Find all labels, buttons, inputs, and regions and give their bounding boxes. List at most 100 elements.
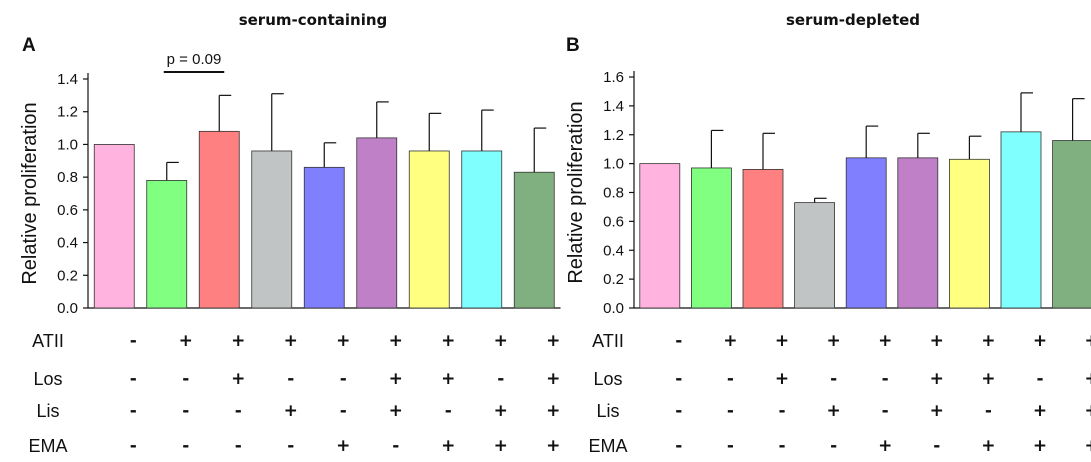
panel-a-y-tick-label: 1.4 [57,71,78,88]
panel-b-mark-atii-9: + [1084,331,1091,351]
panel-b-row-label-lis: Lis [596,401,619,421]
panel-b-mark-atii-5: + [878,331,892,351]
panel-a-mark-atii-8: + [494,331,508,351]
panel-b-mark-atii-3: + [775,331,789,351]
panel-b-mark-los-4: - [830,369,837,389]
panel-a-mark-lis-3: - [235,401,242,421]
panel-b-mark-ema-2: - [727,436,734,456]
panel-a-mark-lis-7: - [445,401,452,421]
panel-a-mark-ema-5: + [336,436,350,456]
panel-a-label: A [22,35,36,56]
panel-b-mark-atii-7: + [981,331,995,351]
panel-b-y-tick-label: 0.6 [603,213,624,230]
panel-a-y-tick-label: 0.4 [57,235,78,252]
panel-b-bar-1 [639,163,681,309]
panel-a-bar-6 [356,137,398,309]
panel-b-mark-ema-3: - [778,436,785,456]
panel-a-bar-3 [198,130,240,309]
panel-b-bar-8 [1000,131,1042,309]
panel-b-mark-los-9: + [1084,369,1091,389]
panel-a-mark-ema-8: + [494,436,508,456]
panel-a-mark-atii-5: + [336,331,350,351]
panel-a-mark-lis-9: + [546,401,560,421]
panel-b-mark-ema-1: - [675,436,682,456]
panel-a-row-label-lis: Lis [36,401,59,421]
panel-b-y-tick-label: 0.8 [603,185,624,202]
panel-b-mark-los-8: - [1036,369,1043,389]
panel-b-mark-los-2: - [727,369,734,389]
panel-a-mark-ema-4: - [287,436,294,456]
panel-a-mark-ema-1: - [130,436,137,456]
panel-b-mark-atii-8: + [1033,331,1047,351]
panel-a-mark-atii-7: + [441,331,455,351]
panel-a-mark-lis-2: - [182,401,189,421]
panel-a-y-tick-label: 0.6 [57,202,78,219]
panel-a-bar-4 [251,150,293,309]
panel-a-mark-los-1: - [130,369,137,389]
panel-a-mark-ema-7: + [441,436,455,456]
panel-b-mark-lis-3: - [778,401,785,421]
panel-a-y-axis-label: Relative proliferation [19,102,41,284]
panel-a-row-label-atii: ATII [32,331,64,351]
panel-b-title: serum-depleted [786,11,920,29]
panel-a-mark-atii-3: + [231,331,245,351]
panel-b-mark-lis-5: - [882,401,889,421]
panel-a-mark-lis-4: + [284,401,298,421]
panel-a-mark-lis-8: + [494,401,508,421]
panel-a-y-tick-label: 0.8 [57,169,78,186]
panel-b-mark-ema-9: + [1084,436,1091,456]
panel-a-mark-atii-4: + [284,331,298,351]
panel-b-bar-2 [691,167,732,309]
panel-b-mark-ema-8: + [1033,436,1047,456]
panel-b-mark-ema-6: - [933,436,940,456]
panel-a-bar-8 [461,150,503,309]
panel-a-mark-lis-1: - [130,401,137,421]
panel-a-mark-atii-1: - [130,331,137,351]
panel-b-mark-los-5: - [882,369,889,389]
panel-b-mark-lis-2: - [727,401,734,421]
panel-a-mark-lis-6: + [389,401,403,421]
panel-b-mark-atii-2: + [723,331,737,351]
panel-b-row-label-atii: ATII [592,331,624,351]
panel-a-row-label-los: Los [33,369,62,389]
panel-b-y-tick-label: 0.4 [603,242,624,259]
panel-a-mark-los-7: + [441,369,455,389]
panel-b-bar-5 [845,157,887,309]
panel-b-mark-lis-1: - [675,401,682,421]
panel-b-mark-ema-4: - [830,436,837,456]
panel-a-significance-label: p = 0.09 [167,51,222,68]
panel-b-mark-atii-6: + [930,331,944,351]
panel-a-row-label-ema: EMA [28,436,67,456]
panel-b-mark-lis-8: + [1033,401,1047,421]
panel-b-mark-los-3: + [775,369,789,389]
panel-b-bar-9 [1052,140,1091,309]
panel-a-mark-atii-9: + [546,331,560,351]
panel-b-mark-lis-9: + [1084,401,1091,421]
panel-a-bar-1 [93,144,135,309]
panel-b-bar-6 [897,157,939,309]
panel-a-bar-7 [408,150,450,309]
panel-b-row-label-ema: EMA [588,436,627,456]
panel-a-y-tick-label: 1.0 [57,136,78,153]
panel-b-mark-ema-7: + [981,436,995,456]
panel-a-mark-los-5: - [340,369,347,389]
panel-a-bar-9 [513,171,555,309]
panel-a-mark-lis-5: - [340,401,347,421]
panel-b-y-tick-label: 1.2 [603,127,624,144]
panel-b-mark-lis-6: + [930,401,944,421]
panel-b-y-tick-label: 1.0 [603,156,624,173]
panel-a-y-tick-label: 0.0 [57,300,78,317]
panel-b-bar-4 [794,202,835,309]
panel-a-y-tick-label: 1.2 [57,104,78,121]
panel-b-mark-los-6: + [930,369,944,389]
panel-b-mark-atii-1: - [675,331,682,351]
panel-a-mark-atii-6: + [389,331,403,351]
panel-b-mark-ema-5: + [878,436,892,456]
panel-b-bar-3 [742,168,784,309]
panel-a-title: serum-containing [239,11,388,29]
panel-a-mark-los-8: - [497,369,504,389]
panel-a-bar-5 [303,166,345,309]
panel-a-y-tick-label: 0.2 [57,267,78,284]
panel-a-mark-atii-2: + [179,331,193,351]
